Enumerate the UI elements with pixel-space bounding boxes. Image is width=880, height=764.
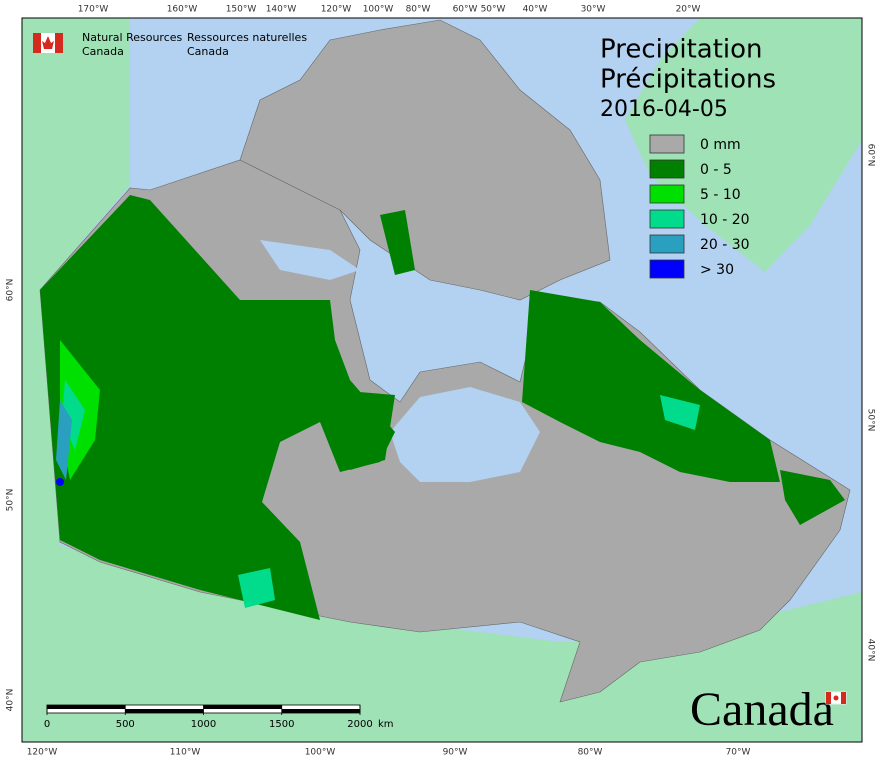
graticule-label: 160°W bbox=[167, 5, 198, 15]
scale-bar-segment bbox=[281, 709, 360, 713]
zone-0-5 bbox=[40, 195, 395, 620]
graticule-label: 80°W bbox=[406, 5, 431, 15]
graticule-label: 20°W bbox=[676, 5, 701, 15]
legend-swatch bbox=[649, 259, 685, 279]
title-en: Precipitation bbox=[600, 35, 763, 65]
graticule-label: 90°W bbox=[443, 748, 468, 758]
scale-bar-label: 2000 bbox=[347, 719, 372, 730]
us-land bbox=[22, 18, 862, 742]
zone-over-30 bbox=[56, 478, 64, 486]
graticule-label: 40°W bbox=[523, 5, 548, 15]
legend-swatch bbox=[649, 234, 685, 254]
graticule-label: 140°W bbox=[266, 5, 297, 15]
legend-swatch bbox=[649, 209, 685, 229]
flag-bar bbox=[55, 33, 63, 53]
graticule-label: 50°W bbox=[481, 5, 506, 15]
greenland bbox=[625, 18, 862, 272]
title-fr: Précipitations bbox=[600, 65, 776, 95]
zone-20-30 bbox=[56, 400, 72, 480]
legend-label: > 30 bbox=[700, 262, 734, 278]
legend-swatch bbox=[649, 159, 685, 179]
graticule-label: 120°W bbox=[27, 748, 58, 758]
scale-bar-label: 0 bbox=[44, 719, 50, 730]
graticule-label: 60°N bbox=[6, 279, 16, 302]
legend-swatch bbox=[649, 134, 685, 154]
zone-10-20 bbox=[660, 395, 700, 430]
graticule-label: 60°W bbox=[453, 5, 478, 15]
graticule-label: 70°W bbox=[726, 748, 751, 758]
scale-bar-label: 500 bbox=[116, 719, 135, 730]
legend-label: 20 - 30 bbox=[700, 237, 750, 253]
flag-bar bbox=[826, 692, 831, 704]
agency-fr: Ressources naturelles bbox=[187, 31, 307, 44]
zone-10-20 bbox=[238, 568, 275, 608]
graticule-label: 100°W bbox=[363, 5, 394, 15]
zone-0-5 bbox=[780, 470, 845, 525]
flag-leaf bbox=[833, 695, 839, 701]
legend-swatch bbox=[649, 184, 685, 204]
graticule-label: 120°W bbox=[321, 5, 352, 15]
graticule-label: 100°W bbox=[305, 748, 336, 758]
scale-bar-segment bbox=[203, 705, 282, 709]
flag-bar bbox=[33, 33, 41, 53]
zone-0-5 bbox=[522, 290, 780, 482]
flag-bar bbox=[841, 692, 846, 704]
legend-label: 5 - 10 bbox=[700, 187, 741, 203]
map-frame bbox=[21, 17, 863, 743]
legend-label: 0 - 5 bbox=[700, 162, 732, 178]
scale-bar-unit: km bbox=[378, 719, 394, 730]
hudson-bay bbox=[390, 387, 540, 482]
scale-bar-segment bbox=[47, 705, 126, 709]
channel bbox=[260, 240, 360, 280]
wordmark: Canada bbox=[690, 683, 834, 736]
graticule-label: 50°N bbox=[866, 409, 876, 432]
legend-label: 10 - 20 bbox=[700, 212, 750, 228]
agency-en: Natural Resources bbox=[82, 31, 183, 44]
flag-leaf bbox=[42, 36, 54, 49]
graticule-label: 30°W bbox=[581, 5, 606, 15]
zone-0-5 bbox=[380, 210, 415, 275]
agency-en: Canada bbox=[82, 45, 124, 58]
graticule-label: 80°W bbox=[578, 748, 603, 758]
graticule-label: 50°N bbox=[6, 489, 16, 512]
zone-0-5 bbox=[335, 390, 395, 470]
graticule-label: 40°N bbox=[866, 639, 876, 662]
graticule-label: 40°N bbox=[6, 689, 16, 712]
graticule-label: 170°W bbox=[78, 5, 109, 15]
scale-bar-segment bbox=[125, 709, 204, 713]
legend-label: 0 mm bbox=[700, 137, 741, 153]
scale-bar-label: 1500 bbox=[269, 719, 294, 730]
agency-fr: Canada bbox=[187, 45, 229, 58]
graticule-label: 150°W bbox=[226, 5, 257, 15]
map-date: 2016-04-05 bbox=[600, 97, 728, 122]
scale-bar-label: 1000 bbox=[191, 719, 216, 730]
graticule-label: 110°W bbox=[170, 748, 201, 758]
graticule-label: 60°N bbox=[866, 144, 876, 167]
